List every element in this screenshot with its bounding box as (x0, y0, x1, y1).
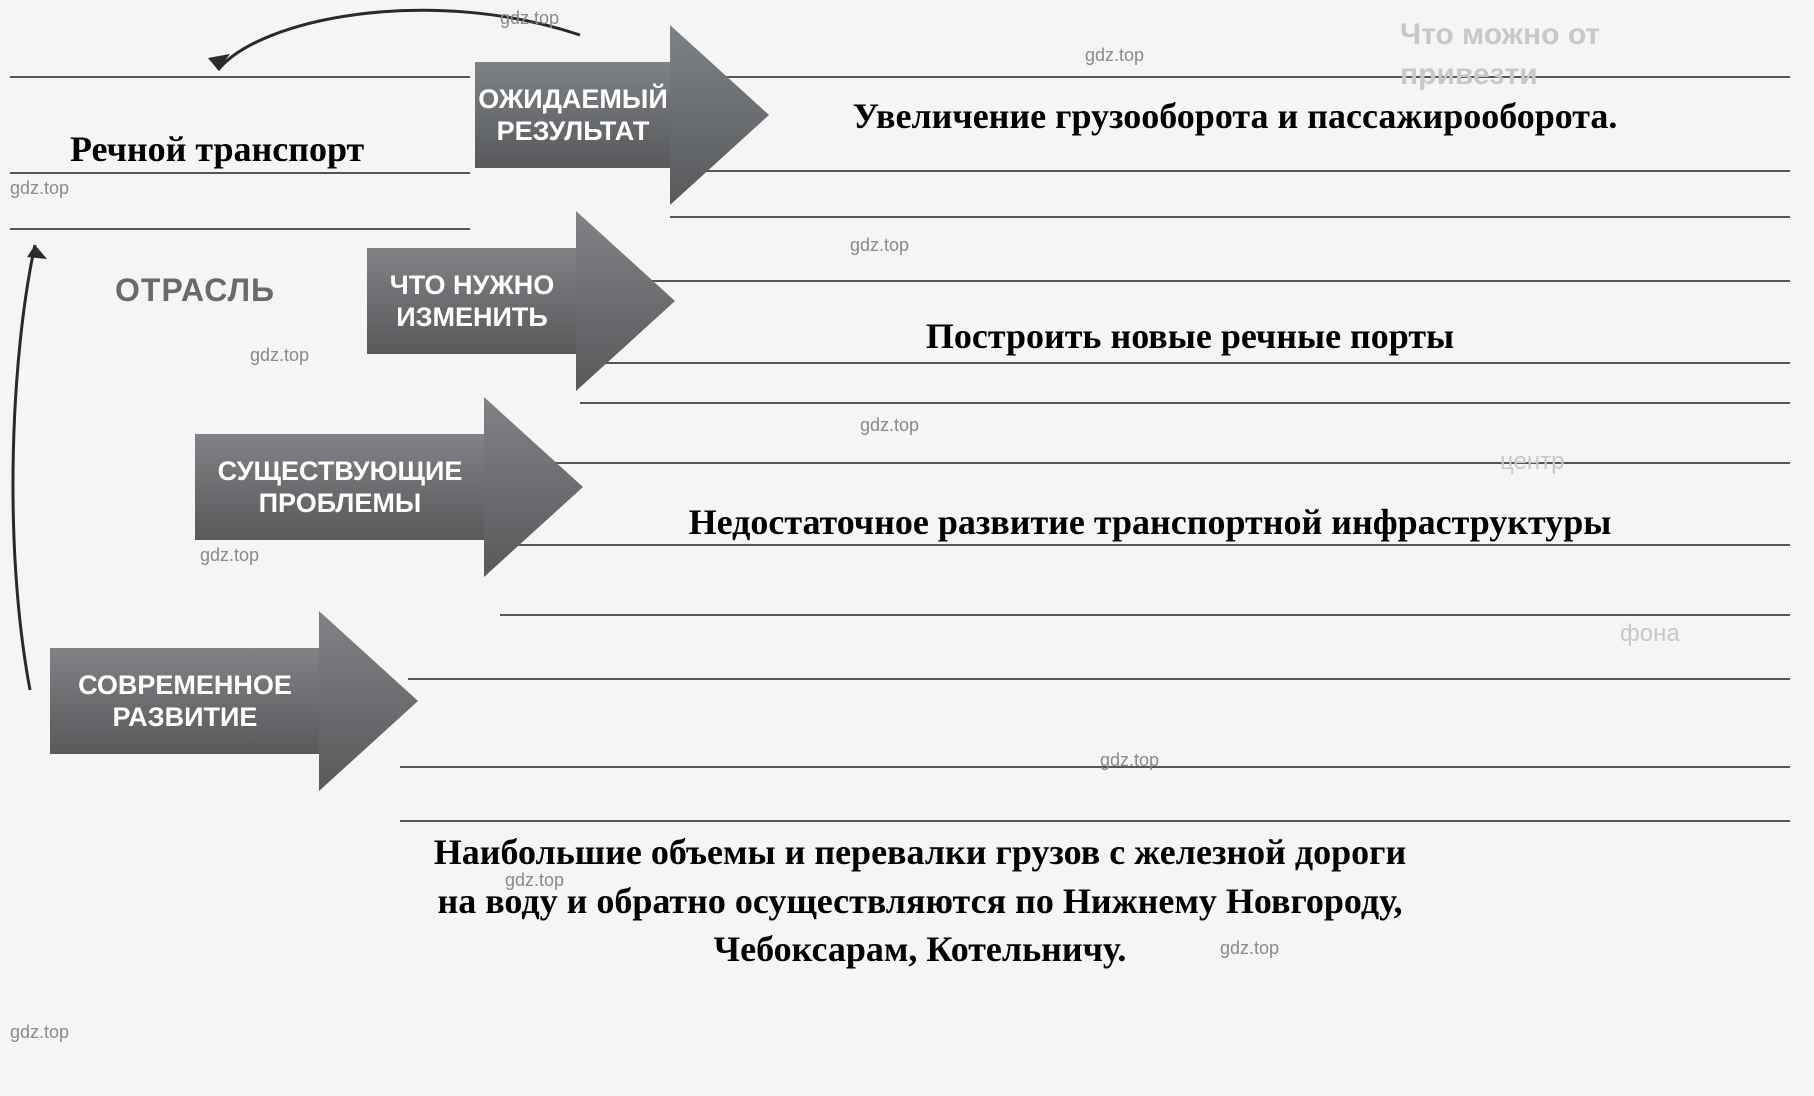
watermark: gdz.top (860, 415, 919, 436)
right-underline (500, 544, 1790, 546)
step4-arrow: ОЖИДАЕМЫЙ РЕЗУЛЬТАТ (475, 62, 671, 168)
watermark: gdz.top (10, 1022, 69, 1043)
right-underline (500, 462, 1790, 464)
watermark: gdz.top (850, 235, 909, 256)
watermark: gdz.top (250, 345, 309, 366)
step3-text: Построить новые речные порты (600, 312, 1780, 361)
step1-label: СОВРЕМЕННОЕ РАЗВИТИЕ (50, 648, 320, 754)
step3-arrow: ЧТО НУЖНО ИЗМЕНИТЬ (367, 248, 577, 354)
step3-label: ЧТО НУЖНО ИЗМЕНИТЬ (367, 248, 577, 354)
watermark: gdz.top (500, 8, 559, 29)
right-underline (670, 170, 1790, 172)
right-underline (400, 766, 1790, 768)
background-faded-text: Что можно от (1400, 18, 1600, 52)
background-faded-text: центр (1500, 448, 1564, 476)
watermark: gdz.top (1220, 938, 1279, 959)
watermark: gdz.top (200, 545, 259, 566)
watermark: gdz.top (10, 178, 69, 199)
watermark: gdz.top (1100, 750, 1159, 771)
right-underline (580, 280, 1790, 282)
step2-text: Недостаточное развитие транспортной инфр… (520, 498, 1780, 547)
watermark: gdz.top (505, 870, 564, 891)
right-underline (580, 402, 1790, 404)
right-underline (670, 216, 1790, 218)
step2-arrow: СУЩЕСТВУЮЩИЕ ПРОБЛЕМЫ (195, 434, 485, 540)
background-faded-text: фона (1620, 620, 1680, 648)
right-underline (400, 820, 1790, 822)
watermark: gdz.top (1085, 45, 1144, 66)
step1-arrow: СОВРЕМЕННОЕ РАЗВИТИЕ (50, 648, 320, 754)
right-underline (580, 362, 1790, 364)
otrasl-label: ОТРАСЛЬ (115, 272, 275, 309)
right-underline (408, 678, 1790, 680)
step4-text: Увеличение грузооборота и пассажирооборо… (690, 92, 1780, 141)
step2-label: СУЩЕСТВУЮЩИЕ ПРОБЛЕМЫ (195, 434, 485, 540)
diagram-container: Речной транспорт ОТРАСЛЬ ОЖИДАЕМЫЙ РЕЗУЛ… (0, 0, 1814, 1096)
right-underline (670, 76, 1790, 78)
background-faded-text: привезти (1400, 58, 1538, 92)
right-underline (500, 614, 1790, 616)
step4-label: ОЖИДАЕМЫЙ РЕЗУЛЬТАТ (475, 62, 671, 168)
